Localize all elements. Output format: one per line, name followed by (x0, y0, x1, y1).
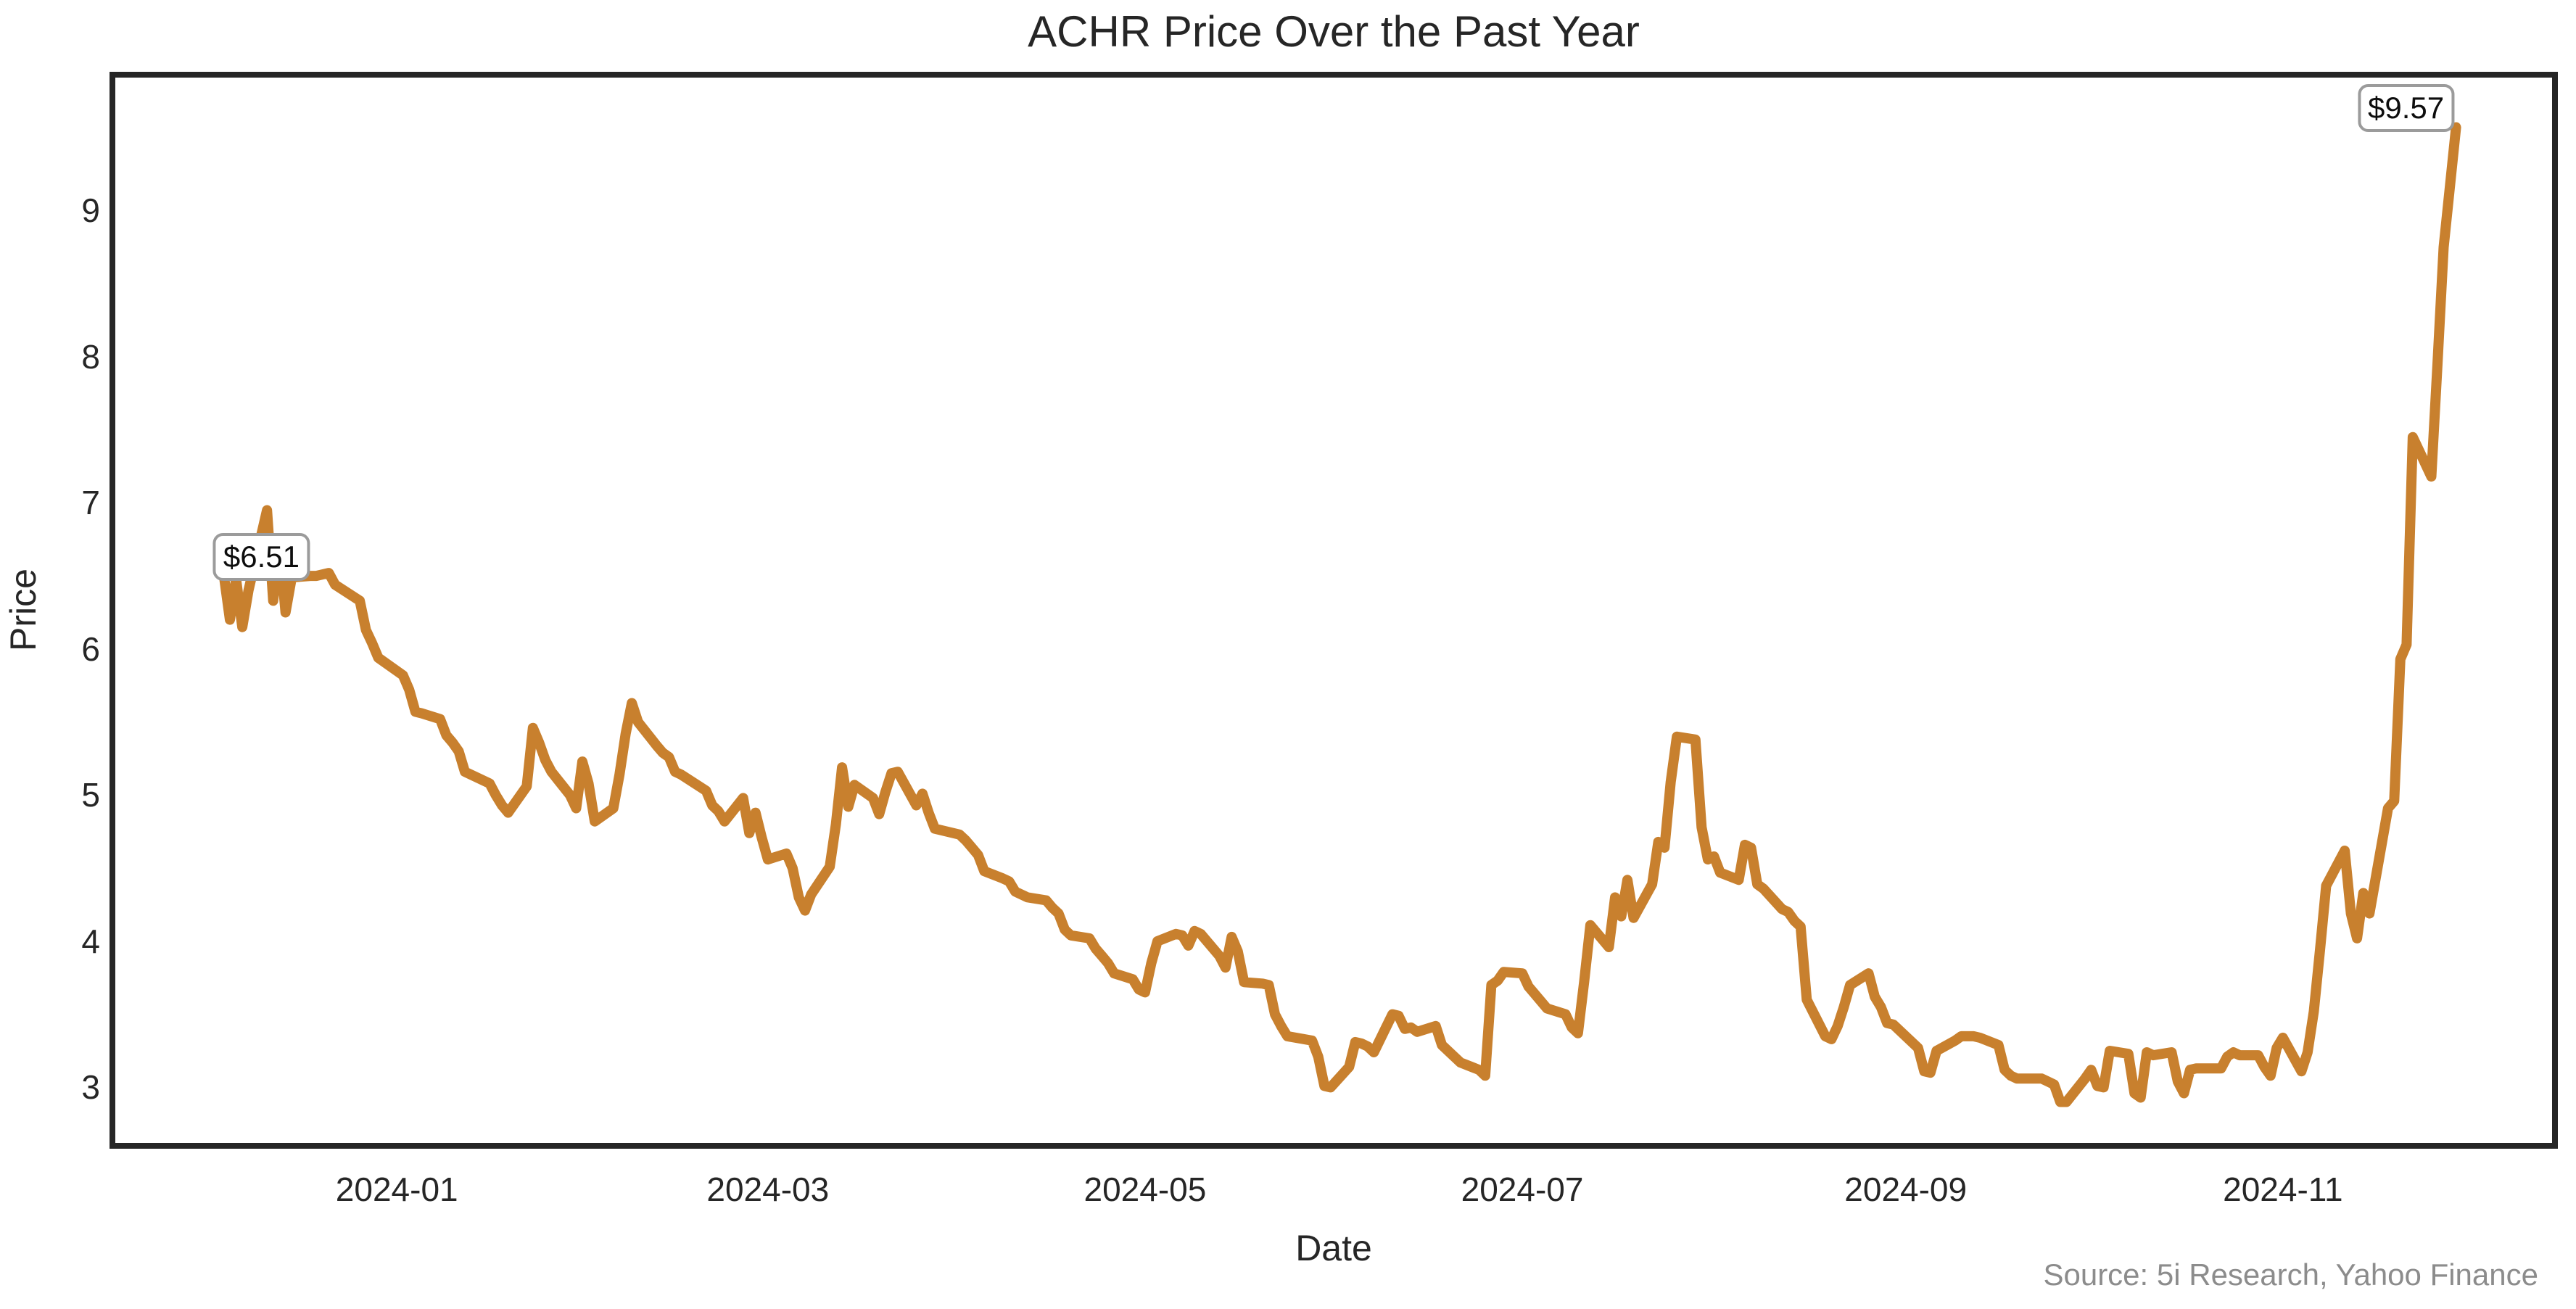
price-annotation: $6.51 (212, 533, 310, 582)
chart-title: ACHR Price Over the Past Year (1028, 7, 1640, 56)
x-tick-label: 2024-03 (706, 1170, 830, 1208)
x-axis-label: Date (1295, 1228, 1372, 1268)
x-tick-label: 2024-01 (335, 1170, 458, 1208)
y-tick-label: 6 (81, 629, 100, 668)
y-tick-label: 9 (81, 191, 100, 230)
y-tick-label: 7 (81, 484, 100, 522)
y-tick-label: 5 (81, 776, 100, 814)
y-tick-label: 8 (81, 337, 100, 376)
plot-border (110, 72, 2558, 1149)
x-tick-label: 2024-11 (2223, 1170, 2343, 1208)
x-tick-label: 2024-09 (1844, 1170, 1968, 1208)
x-tick-label: 2024-05 (1083, 1170, 1207, 1208)
y-tick-label: 3 (81, 1068, 100, 1107)
price-line-series (218, 122, 2461, 1107)
source-note: Source: 5i Research, Yahoo Finance (2043, 1258, 2538, 1292)
x-tick-label: 2024-07 (1461, 1170, 1584, 1208)
price-annotation: $9.57 (2358, 83, 2455, 132)
y-tick-label: 4 (81, 922, 100, 960)
